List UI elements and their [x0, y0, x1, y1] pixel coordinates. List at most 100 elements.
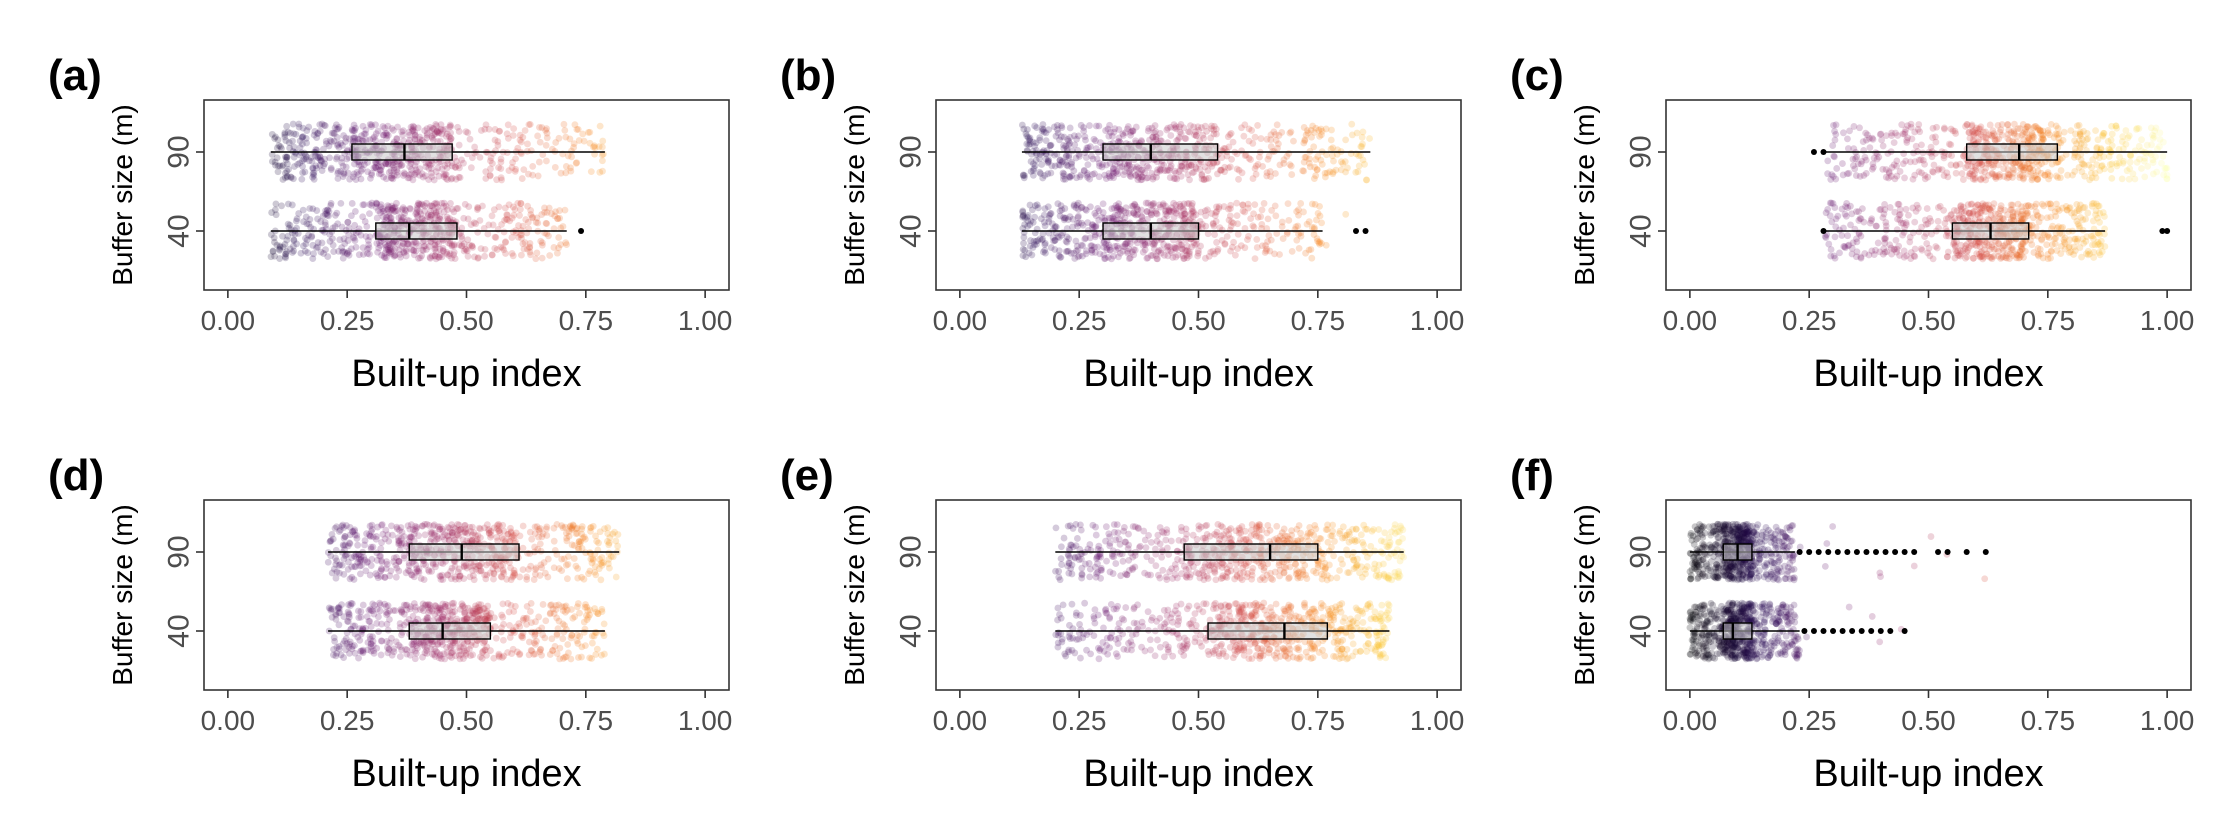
jitter-point	[279, 176, 287, 183]
jitter-point	[365, 244, 373, 252]
jitter-point	[281, 133, 289, 141]
jitter-point	[1954, 252, 1962, 259]
jitter-point	[1253, 244, 1261, 251]
jitter-point	[290, 153, 298, 161]
jitter-point	[1192, 132, 1200, 140]
jitter-point	[310, 131, 318, 139]
jitter-point	[445, 239, 452, 247]
jitter-point	[477, 245, 485, 253]
jitter-point	[1996, 215, 2004, 223]
jitter-point	[1129, 127, 1137, 135]
jitter-point	[394, 207, 402, 215]
jitter-point	[527, 599, 535, 607]
jitter-point	[1923, 205, 1931, 212]
jitter-point	[443, 164, 451, 172]
jitter-point	[508, 234, 516, 241]
jitter-point	[387, 174, 395, 182]
jitter-point	[410, 238, 418, 246]
jitter-point	[1056, 161, 1064, 169]
jitter-point	[368, 555, 376, 563]
jitter-point	[562, 239, 570, 247]
jitter-point	[385, 208, 393, 216]
jitter-point	[1285, 150, 1293, 157]
jitter-point	[1327, 136, 1335, 144]
jitter-point	[1844, 135, 1851, 143]
jitter-point	[357, 167, 365, 175]
jitter-point	[382, 129, 390, 137]
jitter-point	[1241, 244, 1249, 252]
jitter-point	[508, 214, 516, 222]
jitter-point	[408, 571, 416, 579]
jitter-point	[431, 241, 439, 249]
jitter-point	[1055, 252, 1063, 260]
jitter-point	[1943, 253, 1951, 261]
jitter-point	[524, 202, 532, 210]
jitter-point	[289, 175, 297, 183]
jitter-point	[333, 155, 340, 163]
jitter-point	[555, 565, 563, 572]
jitter-point	[1028, 251, 1036, 259]
jitter-point	[527, 251, 534, 259]
jitter-point	[1164, 166, 1172, 174]
jitter-point	[468, 242, 476, 250]
jitter-point	[1217, 166, 1225, 174]
series-90	[1810, 120, 2171, 184]
jitter-point	[425, 159, 433, 167]
jitter-point	[1332, 166, 1340, 174]
jitter-point	[593, 537, 601, 545]
jitter-point	[378, 558, 386, 566]
jitter-point	[2039, 127, 2047, 135]
jitter-point	[370, 164, 378, 172]
jitter-point	[448, 242, 456, 250]
jitter-point	[1036, 168, 1044, 176]
jitter-point	[447, 135, 455, 143]
jitter-point	[1081, 205, 1089, 213]
jitter-point	[439, 560, 447, 568]
y-tick-label: 40	[1625, 214, 1658, 247]
jitter-point	[1260, 200, 1268, 207]
jitter-point	[439, 525, 446, 533]
jitter-point	[514, 233, 522, 241]
jitter-point	[340, 169, 348, 177]
jitter-point	[1249, 222, 1257, 230]
jitter-point	[340, 524, 348, 531]
jitter-point	[412, 247, 420, 255]
jitter-point	[1083, 144, 1091, 152]
jitter-point	[393, 166, 401, 173]
jitter-point	[1306, 155, 1313, 163]
jitter-point	[1844, 145, 1852, 152]
jitter-point	[1068, 160, 1075, 168]
jitter-point	[327, 166, 335, 174]
jitter-point	[464, 129, 472, 137]
jitter-point	[399, 127, 407, 135]
jitter-point	[1990, 130, 1998, 138]
jitter-point	[395, 246, 403, 254]
jitter-point	[419, 173, 427, 181]
jitter-point	[304, 249, 312, 257]
jitter-point	[476, 217, 484, 224]
jitter-point	[1342, 136, 1350, 144]
jitter-point	[357, 161, 365, 169]
jitter-point	[1247, 156, 1254, 163]
jitter-point	[350, 133, 358, 141]
jitter-point	[2126, 158, 2134, 166]
jitter-point	[391, 245, 399, 253]
jitter-point	[368, 202, 376, 209]
jitter-point	[1172, 169, 1180, 177]
jitter-point	[306, 205, 314, 212]
jitter-point	[440, 199, 448, 207]
jitter-point	[575, 654, 582, 661]
jitter-point	[509, 572, 517, 580]
jitter-point	[1099, 161, 1106, 168]
jitter-point	[295, 210, 303, 217]
jitter-point	[2112, 122, 2120, 130]
jitter-point	[1288, 171, 1296, 178]
jitter-point	[394, 240, 402, 248]
jitter-point	[1024, 126, 1031, 133]
jitter-point	[446, 250, 454, 258]
jitter-point	[1023, 132, 1031, 140]
jitter-point	[1119, 132, 1127, 139]
jitter-point	[296, 144, 304, 151]
jitter-point	[400, 240, 408, 248]
jitter-point	[405, 171, 413, 179]
